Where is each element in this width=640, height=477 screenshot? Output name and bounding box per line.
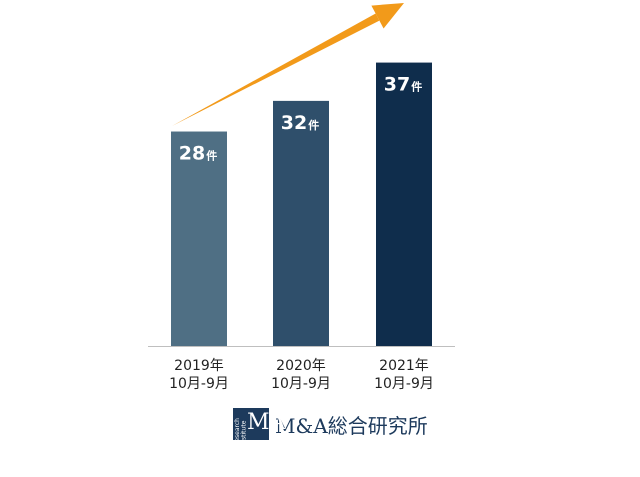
trend-arrow-head <box>371 3 404 29</box>
logo-text: M&A総合研究所 <box>275 413 428 438</box>
trend-arrow <box>172 3 404 126</box>
x-tick-label-1-2: 10月-9月 <box>169 376 229 392</box>
x-tick-label-1-1: 2019年 <box>174 358 224 374</box>
logo-mark-letters: MA <box>247 410 286 435</box>
bar-value-label-1: 28件 <box>179 143 217 165</box>
bar-value-label-2: 32件 <box>281 112 319 134</box>
bar-3 <box>376 62 432 347</box>
x-tick-label-3-1: 2021年 <box>379 358 429 374</box>
logo-mark: Research Institute MA <box>233 408 285 446</box>
bar-1 <box>171 131 227 346</box>
x-tick-label-3-2: 10月-9月 <box>374 376 434 392</box>
bar-2 <box>273 100 329 346</box>
x-tick-label-2-2: 10月-9月 <box>271 376 331 392</box>
trend-arrow-shaft <box>172 13 380 126</box>
bar-value-label-3: 37件 <box>384 74 422 96</box>
logo: Research Institute MA M&A総合研究所 <box>233 408 428 446</box>
x-tick-label-2-1: 2020年 <box>276 358 326 374</box>
